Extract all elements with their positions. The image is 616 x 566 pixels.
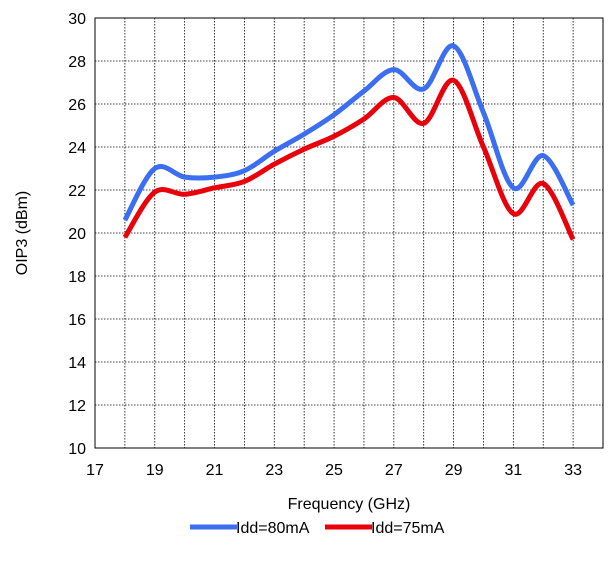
- series-line-idd-75ma: [122, 77, 576, 241]
- grid-layer: [95, 18, 603, 448]
- plot-area-frame: [94, 17, 604, 449]
- y-tick-label: 16: [68, 312, 86, 329]
- x-tick-label: 27: [385, 462, 403, 479]
- legend-label: Idd=75mA: [371, 520, 445, 537]
- y-tick-label: 26: [68, 97, 86, 114]
- y-tick-label: 12: [68, 398, 86, 415]
- legend-label: Idd=80mA: [236, 520, 310, 537]
- x-tick-label: 31: [504, 462, 522, 479]
- series-layer: [122, 43, 576, 241]
- tick-label-layer: 17 19 21 23 25 27 29 31 33 10 12 14 16 18 20 22 24 26 28 30: [68, 11, 582, 479]
- legend: Idd=80mA Idd=75mA: [190, 520, 445, 537]
- y-tick-label: 30: [68, 11, 86, 28]
- y-tick-label: 20: [68, 226, 86, 243]
- x-tick-label: 25: [325, 462, 343, 479]
- y-tick-label: 24: [68, 140, 86, 157]
- x-tick-label: 23: [265, 462, 283, 479]
- y-tick-label: 28: [68, 54, 86, 71]
- x-tick-label: 29: [445, 462, 463, 479]
- y-tick-label: 10: [68, 441, 86, 458]
- x-axis-label: Frequency (GHz): [288, 496, 411, 513]
- y-tick-label: 14: [68, 355, 86, 372]
- x-tick-label: 21: [206, 462, 224, 479]
- x-tick-label: 17: [86, 462, 104, 479]
- x-tick-label: 19: [146, 462, 164, 479]
- x-tick-label: 33: [564, 462, 582, 479]
- y-tick-label: 18: [68, 269, 86, 286]
- y-axis-label: OIP3 (dBm): [14, 191, 31, 275]
- series-line-idd-80ma: [122, 43, 576, 222]
- y-tick-label: 22: [68, 183, 86, 200]
